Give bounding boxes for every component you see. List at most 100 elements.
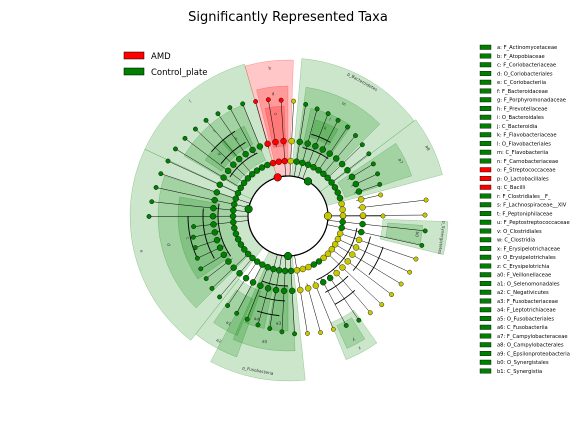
clade-node: [234, 236, 242, 243]
clade-node: [375, 171, 380, 177]
clade-node: [344, 167, 351, 174]
sector-label: p: [271, 92, 275, 97]
clade-node: [215, 111, 221, 117]
key-label: o: F_Streptococcaceae: [497, 168, 556, 174]
clade-node: [153, 185, 159, 190]
key-swatch: [479, 53, 492, 59]
clade-node: [377, 182, 383, 187]
clade-node: [275, 158, 283, 165]
clade-node: [192, 245, 198, 250]
clade-node: [299, 159, 306, 167]
clade-node: [325, 111, 331, 116]
clade-node: [339, 206, 346, 213]
branch-spoke: [211, 253, 249, 289]
key-label: a2: C_Negativicutes: [497, 290, 549, 296]
branch-spoke: [313, 120, 339, 168]
key-swatch: [479, 272, 492, 278]
key-label: a8: O_Campylobacterales: [497, 343, 564, 349]
sector-label: a1: [225, 320, 232, 327]
key-label: f: F_Bacteroidaceae: [497, 89, 548, 95]
clade-node: [338, 224, 345, 232]
clade-node: [359, 204, 366, 211]
key-label: s: F_Lachnospiraceae__XIV: [497, 203, 567, 209]
clade-sector: [379, 219, 449, 256]
clade-node: [258, 164, 266, 171]
branch-arc: [316, 228, 358, 281]
key-swatch: [479, 359, 492, 365]
clade-node: [303, 101, 309, 107]
clade-node: [330, 326, 336, 332]
branch-spoke: [327, 273, 360, 321]
clade-node: [236, 270, 243, 277]
clade-node: [194, 255, 200, 261]
key-swatch: [479, 342, 492, 348]
key-swatch: [479, 289, 492, 295]
clade-node: [333, 155, 340, 162]
clade-node: [359, 142, 365, 148]
clade-node: [237, 241, 245, 248]
clade-node: [149, 199, 155, 205]
clade-node: [389, 292, 394, 297]
branch-spoke: [195, 128, 249, 179]
key-label: t: F_Peptoniphilaceae: [497, 211, 552, 217]
branch-spoke: [333, 269, 371, 313]
key-label: w: C_Clostridia: [497, 238, 535, 244]
legend-swatch-amd: [123, 51, 145, 60]
clade-node: [422, 212, 428, 218]
branch-spoke: [306, 283, 321, 333]
clade-node: [264, 285, 272, 292]
clade-node: [359, 212, 367, 219]
phylum-node: [323, 211, 333, 221]
clade-node: [280, 287, 288, 295]
clade-node: [358, 228, 365, 236]
clade-node: [355, 188, 363, 195]
clade-node: [315, 258, 323, 265]
key-label: b1: C_Synergistia: [497, 369, 542, 375]
clade-node: [191, 224, 196, 229]
branch-arc: [258, 295, 286, 302]
clade-node: [339, 264, 346, 271]
sector-label: y: [351, 337, 356, 343]
clade-node: [242, 274, 250, 282]
clade-node: [240, 179, 248, 187]
clade-node: [278, 97, 284, 103]
branch-spoke: [184, 138, 245, 184]
branch-arc: [311, 133, 331, 143]
branch-spoke: [337, 238, 410, 273]
key-swatch: [479, 202, 492, 208]
clade-node: [242, 150, 249, 158]
key-swatch: [479, 228, 492, 234]
clade-node: [370, 161, 376, 167]
key-label: a5: O_Fusobacteriales: [497, 316, 554, 322]
sector-label: a5: [262, 338, 268, 344]
branch-spoke: [320, 277, 347, 326]
key-swatch: [479, 254, 492, 260]
clade-node: [216, 244, 224, 251]
clade-node: [173, 146, 178, 152]
clade-node: [182, 135, 188, 141]
key-label: i: O_Bacteroidales: [497, 115, 544, 121]
clade-node: [281, 267, 289, 275]
phylum-node: [244, 205, 253, 214]
clade-node: [352, 244, 360, 251]
clade-node: [338, 200, 345, 208]
branch-spoke: [246, 267, 268, 320]
clade-node: [272, 138, 279, 146]
key-swatch: [479, 193, 492, 199]
clade-node: [331, 184, 339, 191]
clade-node: [256, 143, 264, 150]
sector-label: z: [357, 346, 362, 352]
branch-spoke: [327, 144, 363, 179]
clade-node: [209, 213, 217, 220]
clade-node: [203, 276, 209, 281]
branch-arc: [325, 275, 349, 293]
clade-node: [244, 175, 252, 182]
clade-node: [326, 274, 334, 282]
clade-node: [355, 236, 363, 244]
key-label: e: C_Coriobacteriia: [497, 80, 546, 86]
clade-node: [379, 302, 385, 308]
clade-node: [235, 155, 243, 163]
clade-node: [310, 261, 318, 268]
clade-node: [331, 241, 339, 248]
key-label: c: F_Coriobacteriaceae: [497, 63, 556, 69]
